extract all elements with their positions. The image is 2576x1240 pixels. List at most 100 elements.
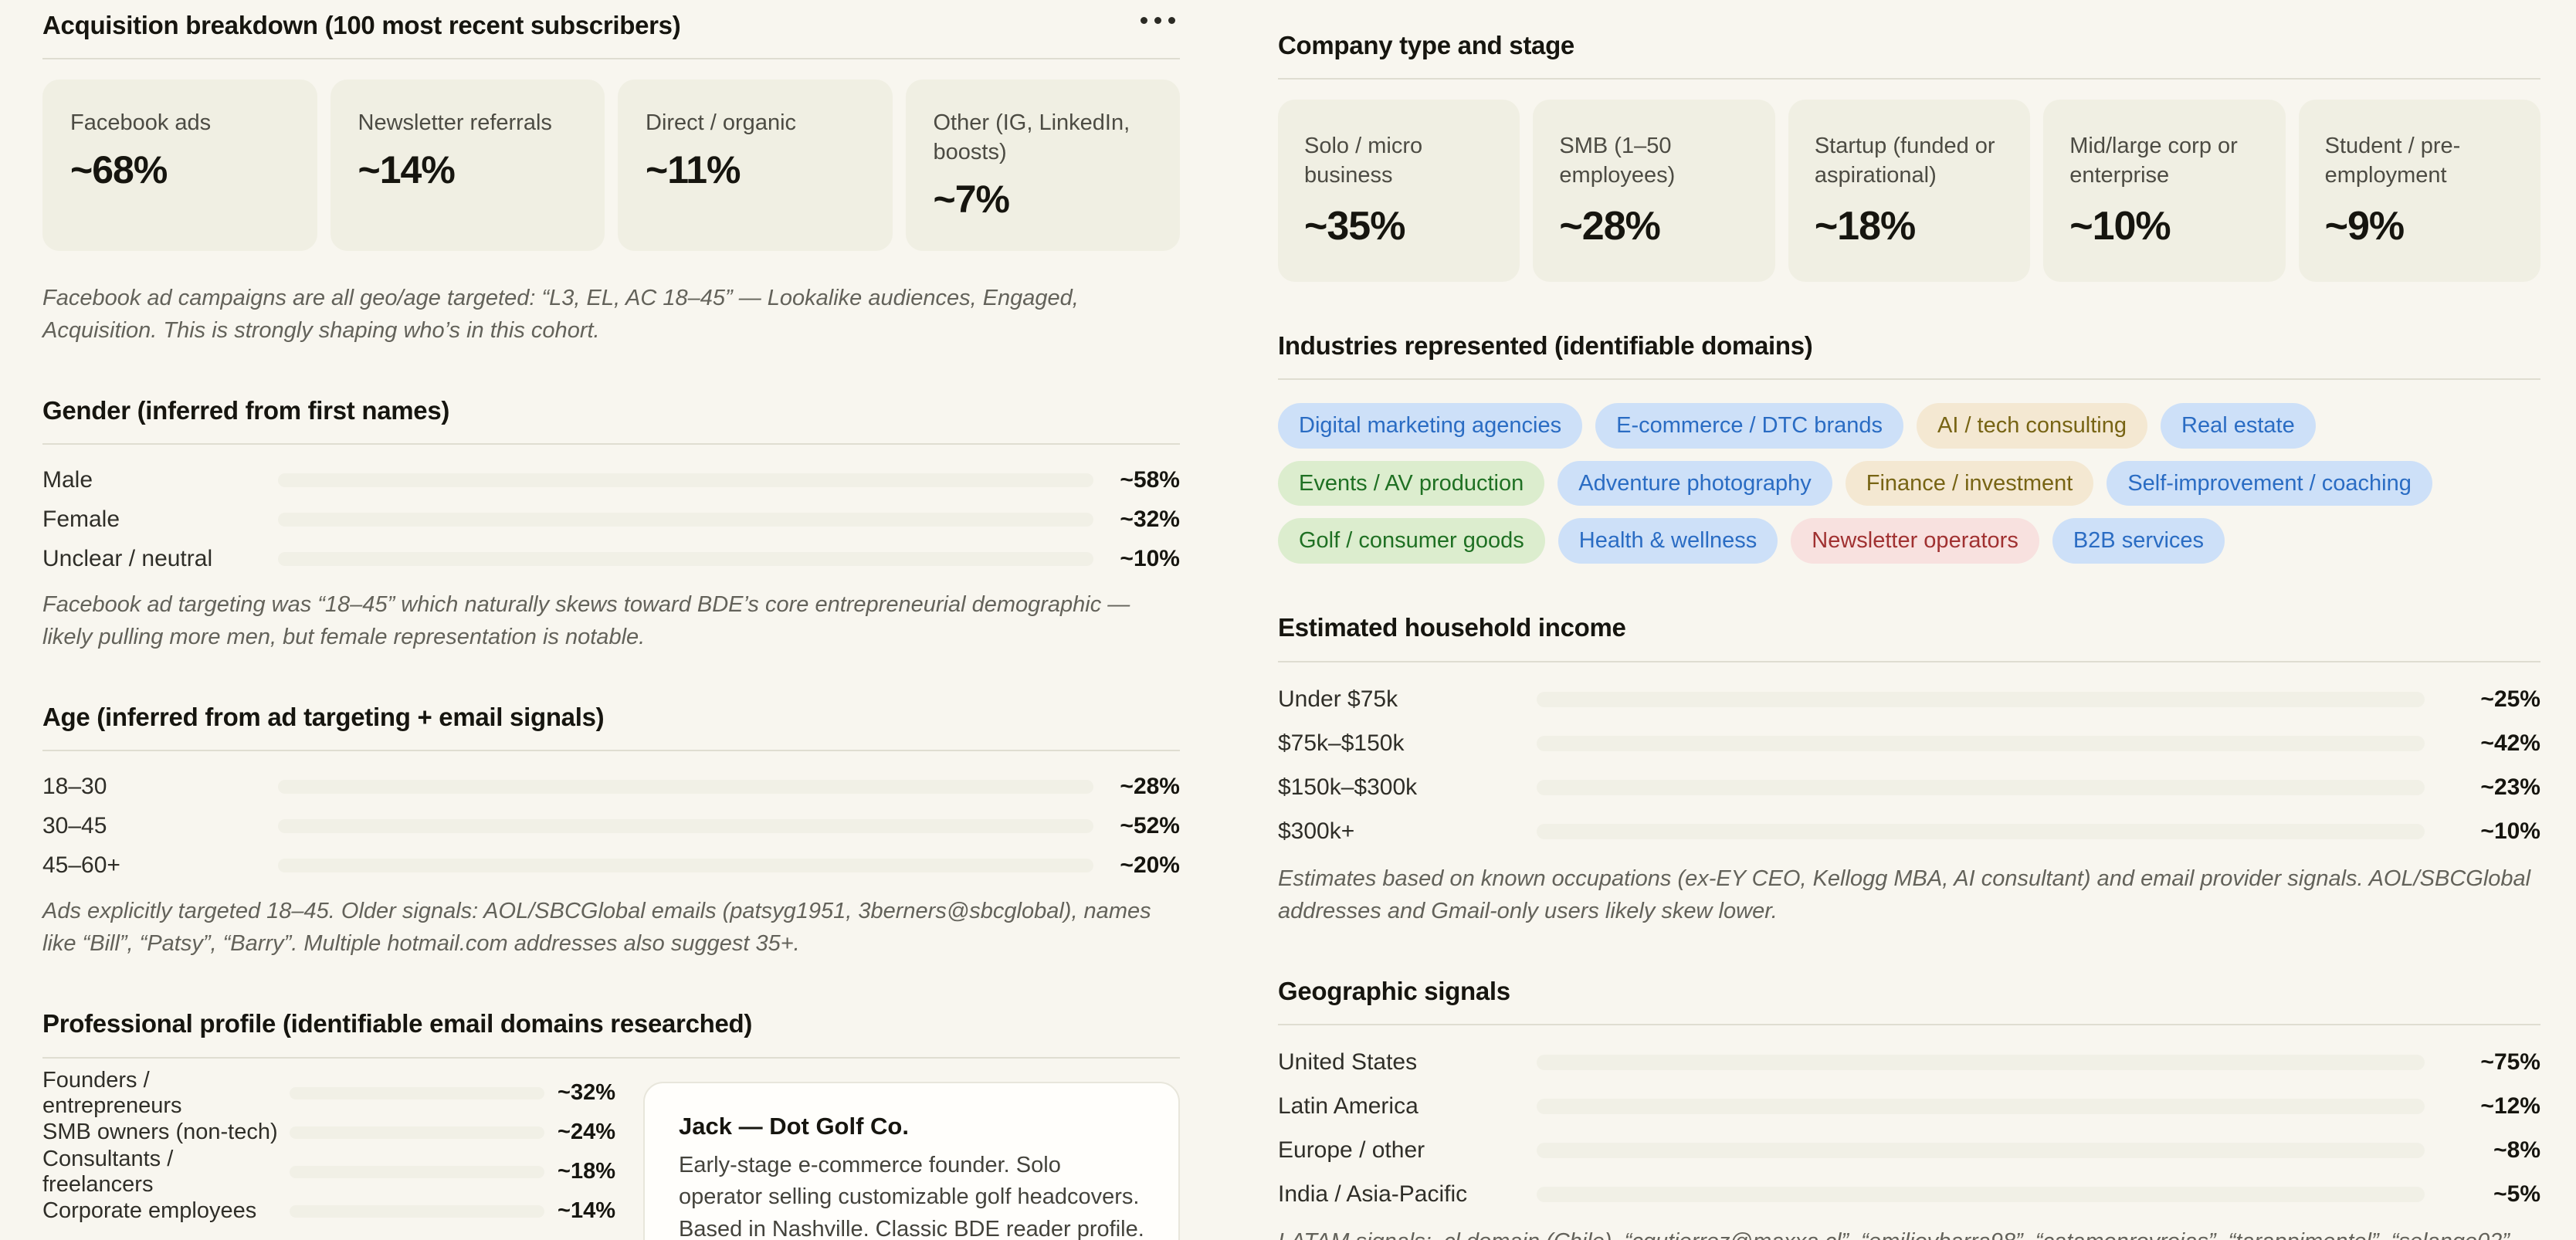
- stat-label: Startup (funded or aspirational): [1814, 134, 1995, 188]
- industry-tag: Events / AV production: [1278, 460, 1545, 507]
- income-note: Estimates based on known occupations (ex…: [1278, 866, 2531, 923]
- bar-percent: ~24%: [558, 1120, 615, 1145]
- stat-card-direct-organic: Direct / organic ~11%: [618, 80, 893, 251]
- bar-label: MBA students: [42, 1238, 290, 1240]
- industry-tag: Self-improvement / coaching: [2107, 460, 2432, 507]
- stat-value: ~35%: [1304, 203, 1405, 249]
- stat-value: ~11%: [646, 147, 741, 191]
- bar-track: [290, 1126, 544, 1139]
- bar-track: [1537, 691, 2425, 707]
- acquisition-cards: Facebook ads ~68% Newsletter referrals ~…: [42, 80, 1180, 251]
- bar-percent: ~10%: [2480, 818, 2540, 844]
- bar-track: [278, 780, 1093, 794]
- section-divider: [1278, 78, 2540, 80]
- bar-label: SMB owners (non-tech): [42, 1120, 278, 1145]
- bar-track: [1537, 1054, 2425, 1070]
- bar-label: $75k–$150k: [1278, 730, 1405, 756]
- bar-percent: ~25%: [2480, 686, 2540, 712]
- stat-card-smb: SMB (1–50 employees) ~28%: [1533, 100, 1775, 282]
- bar-row-europe-other: Europe / other ~8%: [1278, 1137, 2540, 1164]
- bar-track: [278, 473, 1093, 487]
- ellipsis-dot-icon: [1141, 17, 1147, 24]
- bar-percent: ~5%: [2493, 1181, 2540, 1207]
- geographic-bars: United States ~75% Latin America ~12% Eu…: [1278, 1049, 2540, 1240]
- industry-tags: Digital marketing agencies E-commerce / …: [1278, 402, 2540, 564]
- bar-track: [1537, 823, 2425, 839]
- age-bars: 18–30 ~28% 30–45 ~52% 45–60+ ~20% Ads ex…: [42, 774, 1180, 960]
- industry-tag: Digital marketing agencies: [1278, 402, 1583, 449]
- bar-label: Male: [42, 466, 93, 493]
- section-divider: [42, 442, 1180, 445]
- bar-track: [1537, 779, 2425, 795]
- acquisition-title: Acquisition breakdown (100 most recent s…: [42, 11, 681, 39]
- bar-row-corporate-employees: Corporate employees ~14%: [42, 1198, 615, 1224]
- more-options-button[interactable]: [1136, 9, 1180, 32]
- bar-percent: ~58%: [1120, 466, 1180, 493]
- section-divider: [1278, 1023, 2540, 1025]
- section-divider: [42, 750, 1180, 752]
- industry-tag: Real estate: [2161, 402, 2316, 449]
- bar-label: Female: [42, 506, 120, 532]
- bar-percent: ~52%: [1120, 813, 1180, 839]
- reader-profile-cards: Jack — Dot Golf Co. Early-stage e-commer…: [643, 1081, 1180, 1240]
- stat-label: Solo / micro business: [1304, 134, 1423, 188]
- stat-label: Facebook ads: [70, 110, 212, 136]
- bar-track: [1537, 1186, 2425, 1202]
- stat-card-student: Student / pre-employment ~9%: [2298, 100, 2541, 282]
- bar-row-150k-300k: $150k–$300k ~23%: [1278, 774, 2540, 801]
- section-divider: [1278, 660, 2540, 662]
- bar-row-united-states: United States ~75%: [1278, 1049, 2540, 1076]
- stat-card-mid-large: Mid/large corp or enterprise ~10%: [2043, 100, 2286, 282]
- bar-row-18-30: 18–30 ~28%: [42, 774, 1180, 799]
- stat-value: ~28%: [1559, 203, 1660, 249]
- stat-value: ~14%: [358, 147, 456, 191]
- bar-percent: ~8%: [2493, 1137, 2540, 1163]
- bar-row-300k-plus: $300k+ ~10%: [1278, 818, 2540, 845]
- bar-label: Founders / entrepreneurs: [42, 1067, 182, 1118]
- bar-label: 45–60+: [42, 852, 120, 879]
- industry-tag: Golf / consumer goods: [1278, 518, 1545, 564]
- company-type-cards: Solo / micro business ~35% SMB (1–50 emp…: [1278, 100, 2541, 282]
- stat-value: ~9%: [2324, 203, 2405, 249]
- income-bars: Under $75k ~25% $75k–$150k ~42% $150k–$3…: [1278, 686, 2540, 927]
- stat-card-facebook-ads: Facebook ads ~68%: [42, 80, 317, 251]
- industry-tag: Adventure photography: [1557, 460, 1832, 507]
- section-divider: [1278, 378, 2540, 380]
- section-divider: [42, 1056, 1180, 1059]
- company-type-title: Company type and stage: [1278, 31, 1574, 59]
- stat-value: ~10%: [2069, 203, 2171, 249]
- stat-card-other: Other (IG, LinkedIn, boosts) ~7%: [905, 80, 1180, 251]
- profile-description: Early-stage e-commerce founder. Solo ope…: [679, 1152, 1144, 1240]
- bar-row-mba-students: MBA students ~6%: [42, 1238, 615, 1240]
- stat-label: Direct / organic: [646, 110, 797, 136]
- stat-label: Newsletter referrals: [358, 110, 552, 136]
- bar-percent: ~42%: [2480, 730, 2540, 756]
- stat-label: Other (IG, LinkedIn, boosts): [933, 110, 1130, 164]
- section-age: Age (inferred from ad targeting + email …: [42, 701, 1180, 960]
- professional-title: Professional profile (identifiable email…: [42, 1009, 753, 1038]
- age-title: Age (inferred from ad targeting + email …: [42, 703, 605, 732]
- stat-label: SMB (1–50 employees): [1559, 134, 1676, 188]
- section-industries: Industries represented (identifiable dom…: [1278, 330, 2540, 564]
- industry-tag: Finance / investment: [1845, 460, 2094, 507]
- bar-row-founders: Founders / entrepreneurs ~32%: [42, 1068, 615, 1118]
- bar-percent: ~12%: [2480, 1093, 2540, 1119]
- stat-value: ~18%: [1814, 203, 1916, 249]
- bar-percent: ~14%: [558, 1198, 615, 1224]
- bar-track: [290, 1165, 544, 1178]
- industry-tag: E-commerce / DTC brands: [1595, 402, 1903, 449]
- geographic-title: Geographic signals: [1278, 976, 1510, 1005]
- income-title: Estimated household income: [1278, 613, 1626, 642]
- bar-label: 30–45: [42, 813, 107, 839]
- bar-row-latin-america: Latin America ~12%: [1278, 1093, 2540, 1120]
- geographic-note: LATAM signals: .cl domain (Chile), “cgut…: [1278, 1225, 2540, 1240]
- profile-card-jack: Jack — Dot Golf Co. Early-stage e-commer…: [643, 1081, 1180, 1240]
- bar-track: [278, 819, 1093, 834]
- bar-track: [290, 1086, 544, 1099]
- bar-label: Under $75k: [1278, 686, 1398, 712]
- bar-percent: ~75%: [2480, 1049, 2540, 1075]
- bar-label: India / Asia-Pacific: [1278, 1181, 1468, 1207]
- bar-track: [290, 1204, 544, 1218]
- profile-name: Jack — Dot Golf Co.: [679, 1112, 909, 1140]
